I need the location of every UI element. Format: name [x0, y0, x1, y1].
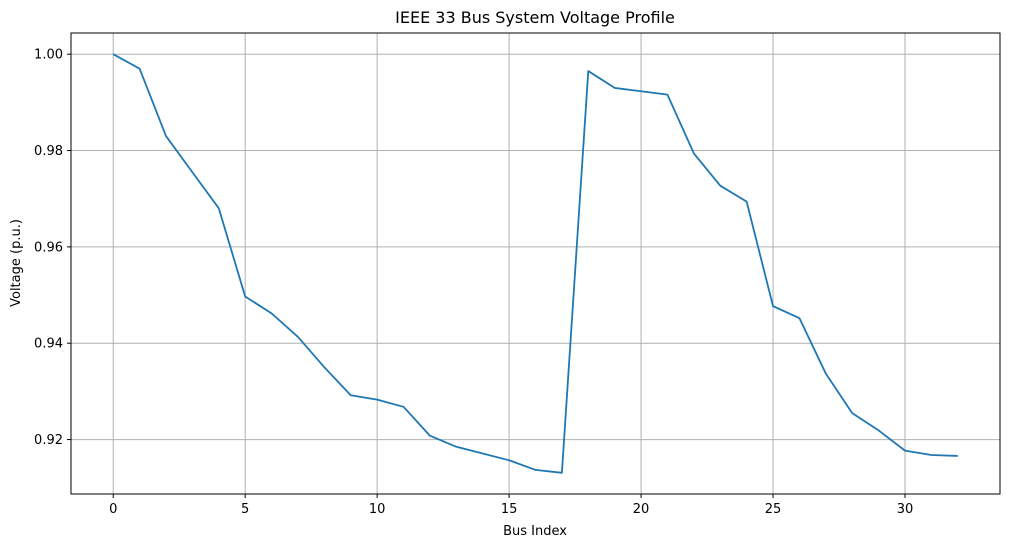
- x-axis-label: Bus Index: [503, 524, 567, 539]
- x-tick-label: 0: [109, 502, 117, 517]
- y-tick-label: 0.96: [34, 240, 63, 255]
- grid-lines: [71, 33, 1000, 494]
- series-line-layer: [112, 53, 958, 474]
- y-tick-label: 0.92: [34, 433, 63, 448]
- series-line-voltage: [112, 53, 958, 474]
- y-tick-label: 0.98: [34, 144, 63, 159]
- x-tick-label: 25: [765, 502, 782, 517]
- y-axis-label: Voltage (p.u.): [9, 219, 24, 307]
- chart-title: IEEE 33 Bus System Voltage Profile: [395, 8, 675, 27]
- y-axis: 0.92 0.94 0.96 0.98 1.00: [34, 48, 71, 448]
- y-tick-label: 0.94: [34, 337, 63, 352]
- x-tick-label: 5: [241, 502, 249, 517]
- x-tick-label: 20: [633, 502, 650, 517]
- y-tick-label: 1.00: [34, 48, 63, 63]
- x-axis: 0 5 10 15 20 25 30: [109, 494, 913, 517]
- x-tick-label: 10: [369, 502, 386, 517]
- x-tick-label: 30: [897, 502, 914, 517]
- x-tick-label: 15: [501, 502, 518, 517]
- plot-frame: [70, 32, 1001, 495]
